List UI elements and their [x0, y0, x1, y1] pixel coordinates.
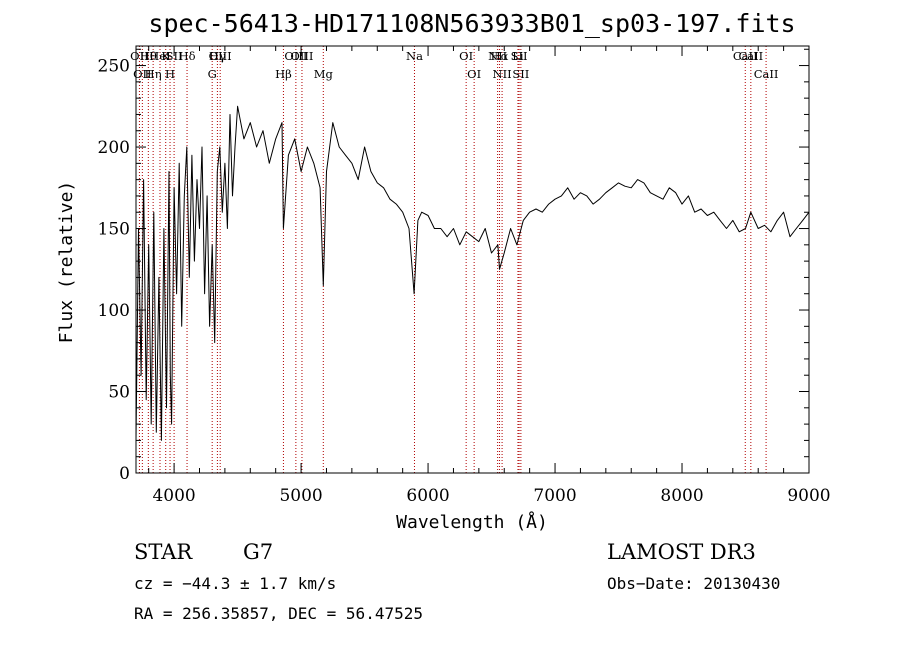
redshift-text: cz = −44.3 ± 1.7 km/s — [134, 574, 336, 593]
line-marker-label-23: SII — [511, 49, 528, 63]
line-marker-label-10: Hγ — [209, 49, 226, 63]
line-marker-label-14: OIII — [290, 49, 313, 63]
line-marker-label-1: OII — [133, 67, 152, 81]
line-marker-label-2: Hθ — [140, 49, 157, 63]
line-marker-label-20: Hα — [491, 49, 509, 63]
obs-date: Obs−Date: 20130430 — [607, 574, 780, 593]
line-marker-label-13: OIII — [284, 49, 307, 63]
y-axis-label: Flux (relative) — [56, 181, 77, 344]
line-marker-label-9: G — [208, 67, 217, 81]
x-tick-label: 7000 — [533, 486, 576, 506]
y-tick-label: 200 — [98, 138, 130, 158]
line-marker-label-17: OI — [459, 49, 473, 63]
chart-title: spec-56413-HD171108N563933B01_sp03-197.f… — [148, 9, 795, 38]
spectrum-line — [135, 105, 810, 441]
line-marker-label-11: OIII — [209, 49, 232, 63]
line-marker-label-6: H — [165, 67, 175, 81]
object-subclass: G7 — [243, 540, 273, 564]
coordinates: RA = 256.35857, DEC = 56.47525 — [134, 604, 423, 623]
line-marker-label-27: CaII — [754, 67, 779, 81]
y-tick-label: 150 — [98, 220, 130, 240]
line-marker-label-4: HeI — [149, 49, 170, 63]
line-marker-label-26: CaII — [738, 49, 763, 63]
line-marker-labels: OIIOIIHθHηHeIKHSIIHδGHγOIIIHβOIIIOIIIMgN… — [130, 49, 778, 81]
x-tick-label: 6000 — [406, 486, 449, 506]
x-tick-label: 4000 — [152, 486, 195, 506]
x-tick-label: 9000 — [787, 486, 830, 506]
line-marker-label-0: OII — [130, 49, 149, 63]
line-marker-label-7: SII — [166, 49, 183, 63]
line-marker-label-21: NII — [493, 67, 512, 81]
y-tick-label: 0 — [119, 464, 130, 484]
x-axis-label: Wavelength (Å) — [396, 511, 548, 533]
object-class: STAR — [134, 540, 193, 564]
line-marker-label-25: CaII — [733, 49, 758, 63]
line-marker-label-8: Hδ — [179, 49, 196, 63]
line-marker-label-5: K — [161, 49, 170, 63]
x-tick-label: 5000 — [279, 486, 322, 506]
line-marker-label-3: Hη — [145, 67, 162, 81]
spectrum-layer — [135, 105, 810, 441]
survey-name: LAMOST DR3 — [607, 540, 756, 564]
line-marker-label-24: SII — [512, 67, 529, 81]
line-marker-label-16: Na — [406, 49, 423, 63]
axes: 4000 5000 6000 7000 8000 9000 0 50 100 150 200 250 — [98, 45, 831, 506]
line-marker-label-22: Li — [512, 49, 524, 63]
x-tick-label: 8000 — [660, 486, 703, 506]
y-tick-label: 250 — [98, 57, 130, 77]
line-marker-label-19: NII — [488, 49, 507, 63]
line-markers — [138, 46, 767, 473]
line-marker-label-15: Mg — [314, 67, 334, 81]
y-tick-label: 100 — [98, 301, 130, 321]
line-marker-label-12: Hβ — [275, 67, 292, 81]
y-tick-label: 50 — [108, 383, 130, 403]
line-marker-label-18: OI — [467, 67, 481, 81]
plot-frame — [135, 45, 810, 474]
